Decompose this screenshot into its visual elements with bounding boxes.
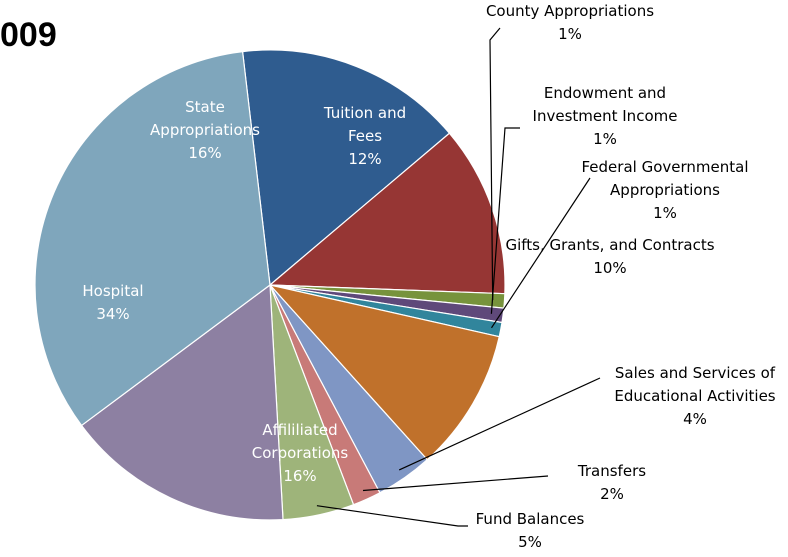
pie-slice-9 bbox=[80, 283, 284, 521]
chart-title: 009 bbox=[0, 16, 57, 54]
pie-slices bbox=[34, 49, 506, 521]
slice-percent: 2% bbox=[600, 485, 624, 503]
slice-name: Corporations bbox=[252, 444, 349, 462]
slice-name: Affililiated bbox=[262, 421, 337, 439]
leader-lines bbox=[316, 27, 601, 527]
pie-slice-10 bbox=[34, 50, 271, 427]
slice-name: Fees bbox=[348, 127, 382, 145]
slice-label-10: Hospital 34% bbox=[82, 282, 143, 323]
leader-line-4 bbox=[490, 177, 591, 329]
leader-line-3 bbox=[490, 127, 520, 314]
slice-percent: 10% bbox=[593, 259, 626, 277]
slice-percent: 34% bbox=[96, 305, 129, 323]
slice-name: Fund Balances bbox=[476, 510, 585, 528]
slice-name: Educational Activities bbox=[614, 387, 775, 405]
slice-name: Tuition and bbox=[323, 104, 406, 122]
slice-name: Appropriations bbox=[610, 181, 720, 199]
leader-line-7 bbox=[362, 475, 549, 492]
slice-name: Sales and Services of bbox=[615, 364, 776, 382]
slice-name: Gifts, Grants, and Contracts bbox=[505, 236, 714, 254]
slice-percent: 5% bbox=[518, 533, 542, 551]
slice-name: Hospital bbox=[82, 282, 143, 300]
slice-label-5: Gifts, Grants, and Contracts 10% bbox=[505, 236, 714, 277]
slice-name: Transfers bbox=[577, 462, 646, 480]
slice-label-0: State Appropriations 16% bbox=[150, 98, 260, 162]
slice-percent: 16% bbox=[188, 144, 221, 162]
slice-percent: 1% bbox=[593, 130, 617, 148]
pie-slice-0 bbox=[241, 49, 451, 287]
slice-label-9: Affililiated Corporations 16% bbox=[252, 421, 349, 485]
slice-name: Appropriations bbox=[150, 121, 260, 139]
slice-label-1: Tuition and Fees 12% bbox=[323, 104, 406, 168]
slice-label-3: Endowment and Investment Income 1% bbox=[533, 84, 678, 148]
slice-label-4: Federal Governmental Appropriations 1% bbox=[582, 158, 749, 222]
leader-line-6 bbox=[398, 377, 601, 471]
slice-name: County Appropriations bbox=[486, 2, 654, 20]
leader-line-2 bbox=[489, 27, 501, 301]
slice-percent: 16% bbox=[283, 467, 316, 485]
slice-name: Investment Income bbox=[533, 107, 678, 125]
slice-label-2: County Appropriations 1% bbox=[486, 2, 654, 43]
slice-percent: 1% bbox=[653, 204, 677, 222]
slice-name: Endowment and bbox=[544, 84, 666, 102]
slice-name: Federal Governmental bbox=[582, 158, 749, 176]
slice-label-8: Fund Balances 5% bbox=[476, 510, 585, 551]
slice-name: State bbox=[185, 98, 225, 116]
slice-percent: 12% bbox=[348, 150, 381, 168]
slice-percent: 4% bbox=[683, 410, 707, 428]
slice-percent: 1% bbox=[558, 25, 582, 43]
leader-line-8 bbox=[316, 505, 468, 527]
slice-label-7: Transfers 2% bbox=[577, 462, 646, 503]
slice-labels: State Appropriations 16% Tuition and Fees 12%… bbox=[82, 2, 775, 551]
slice-label-6: Sales and Services of Educational Activit… bbox=[614, 364, 775, 428]
